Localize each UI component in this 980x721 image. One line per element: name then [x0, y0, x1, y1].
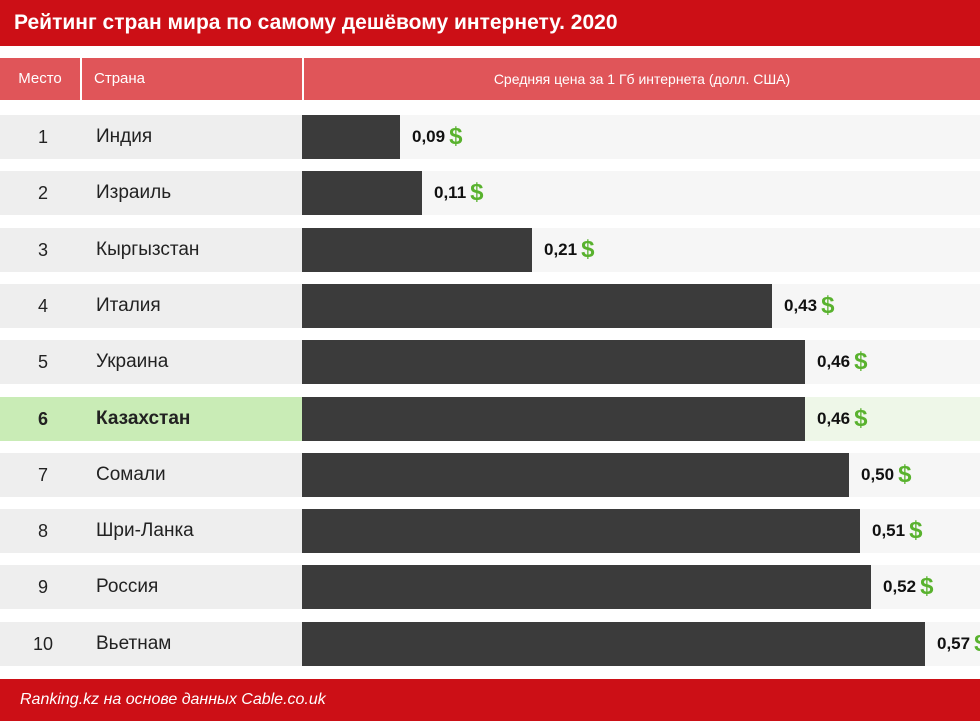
country-label: Украина [86, 340, 302, 384]
rank-label: 4 [0, 284, 86, 328]
bar-track: 0,57$ [302, 622, 980, 666]
value-text: 0,11 [434, 183, 467, 202]
country-label: Россия [86, 565, 302, 609]
table-row: 1 Индия 0,09 $ [0, 115, 980, 159]
bar-track: 0,46 $ [302, 397, 980, 441]
page-title: Рейтинг стран мира по самому дешёвому ин… [0, 0, 980, 46]
data-label: 0,51 $ [872, 509, 922, 553]
data-label: 0,46 $ [817, 340, 867, 384]
header-rank: Место [0, 58, 80, 100]
bar-track: 0,46 $ [302, 340, 980, 384]
dollar-icon: $ [821, 292, 835, 319]
table-row: 8 Шри-Ланка 0,51 $ [0, 509, 980, 553]
bar [302, 453, 849, 497]
table-row: 6 Казахстан 0,46 $ [0, 397, 980, 441]
bar-track: 0,21 $ [302, 228, 980, 272]
bar-track: 0,51 $ [302, 509, 980, 553]
data-label: 0,46 $ [817, 397, 867, 441]
dollar-icon: $ [920, 573, 934, 600]
bar [302, 622, 925, 666]
value-text: 0,46 [817, 352, 851, 371]
value-text: 0,21 [544, 240, 578, 259]
bar [302, 228, 532, 272]
value-text: 0,46 [817, 409, 851, 428]
dollar-icon: $ [854, 348, 868, 375]
value-text: 0,09 [412, 127, 446, 146]
bar [302, 171, 422, 215]
rank-label: 10 [0, 622, 86, 666]
dollar-icon: $ [974, 630, 980, 657]
value-text: 0,57 [937, 634, 971, 653]
country-label: Израиль [86, 171, 302, 215]
data-label: 0,09 $ [412, 115, 462, 159]
country-label: Индия [86, 115, 302, 159]
data-label: 0,50 $ [861, 453, 911, 497]
country-label: Вьетнам [86, 622, 302, 666]
value-text: 0,43 [784, 296, 818, 315]
rank-label: 8 [0, 509, 86, 553]
table-row: 5 Украина 0,46 $ [0, 340, 980, 384]
bar-track: 0,11 $ [302, 171, 980, 215]
data-label: 0,57$ [937, 622, 980, 666]
table-row: 9 Россия 0,52 $ [0, 565, 980, 609]
rank-label: 2 [0, 171, 86, 215]
country-label: Сомали [86, 453, 302, 497]
bar-track: 0,43 $ [302, 284, 980, 328]
dollar-icon: $ [854, 405, 868, 432]
dollar-icon: $ [449, 123, 463, 150]
country-label: Италия [86, 284, 302, 328]
rank-label: 3 [0, 228, 86, 272]
dollar-icon: $ [470, 179, 484, 206]
value-text: 0,52 [883, 577, 917, 596]
bar-track: 0,50 $ [302, 453, 980, 497]
rank-label: 1 [0, 115, 86, 159]
bar-track: 0,09 $ [302, 115, 980, 159]
rank-label: 6 [0, 397, 86, 441]
bar [302, 340, 805, 384]
table-row: 4 Италия 0,43 $ [0, 284, 980, 328]
country-label: Кыргызстан [86, 228, 302, 272]
rank-label: 9 [0, 565, 86, 609]
rank-label: 7 [0, 453, 86, 497]
data-label: 0,43 $ [784, 284, 834, 328]
header-country: Страна [82, 58, 302, 100]
table-row: 2 Израиль 0,11 $ [0, 171, 980, 215]
table-header: Место Страна Средняя цена за 1 Гб интерн… [0, 58, 980, 100]
bar [302, 565, 871, 609]
country-label: Казахстан [86, 397, 302, 441]
data-label: 0,52 $ [883, 565, 933, 609]
value-text: 0,51 [872, 521, 906, 540]
bar [302, 115, 400, 159]
rank-label: 5 [0, 340, 86, 384]
bar [302, 509, 860, 553]
dollar-icon: $ [909, 517, 923, 544]
table-row: 7 Сомали 0,50 $ [0, 453, 980, 497]
value-text: 0,50 [861, 465, 895, 484]
data-label: 0,11 $ [434, 171, 484, 215]
bar [302, 284, 772, 328]
dollar-icon: $ [898, 461, 912, 488]
bar-track: 0,52 $ [302, 565, 980, 609]
dollar-icon: $ [581, 236, 595, 263]
header-price: Средняя цена за 1 Гб интернета (долл. СШ… [304, 58, 980, 100]
bar [302, 397, 805, 441]
country-label: Шри-Ланка [86, 509, 302, 553]
source-footer: Ranking.kz на основе данных Cable.co.uk [0, 679, 980, 721]
table-row: 3 Кыргызстан 0,21 $ [0, 228, 980, 272]
data-label: 0,21 $ [544, 228, 594, 272]
